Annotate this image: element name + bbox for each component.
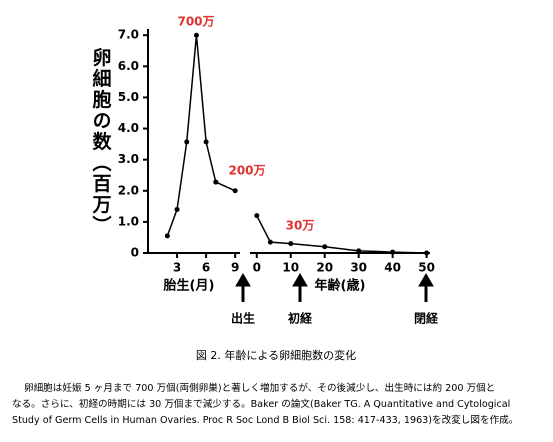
x-tick-label: 9 [231, 261, 239, 275]
y-tick-label: 3.0 [118, 152, 139, 166]
x-tick-label: 50 [418, 261, 435, 275]
event-label: 閉経 [414, 311, 439, 326]
description-line: 卵細胞は妊娠 5 ヶ月まで 700 万個(両側卵巣)と著しく増加するが、その後減… [24, 382, 495, 394]
data-line [256, 215, 427, 254]
x-tick-label: 20 [316, 261, 333, 275]
data-point [164, 233, 170, 239]
x-tick-label: 0 [253, 261, 261, 275]
event-label: 初経 [288, 311, 313, 326]
y-tick-label: 7.0 [118, 28, 139, 42]
x-axis-label: 胎生(月) [164, 278, 215, 294]
y-tick-label: 2.0 [118, 183, 139, 197]
x-axis-label: 年齢(歳) [315, 278, 366, 294]
event-arrows [235, 273, 434, 302]
data-point [184, 139, 190, 145]
annotation: 30万 [286, 219, 315, 233]
annotation: 700万 [177, 15, 214, 29]
description-line: Study of Germ Cells in Human Ovaries. Pr… [12, 414, 518, 426]
x-tick-label: 30 [350, 261, 367, 275]
caption: 図 2. 年齢による卵細胞数の変化 [196, 348, 356, 362]
data-point [193, 32, 199, 38]
x-tick-label: 3 [173, 261, 181, 275]
description-line: なる。さらに、初経の時期には 30 万個まで減少する。Baker の論文(Bak… [12, 398, 510, 410]
x-tick-label: 6 [202, 261, 210, 275]
data-point [174, 206, 180, 212]
data-point [254, 213, 260, 219]
data-point [232, 188, 238, 194]
data-point [213, 179, 219, 185]
data-point [390, 249, 396, 255]
data-point [322, 244, 328, 250]
y-axis-label: 卵細胞の数（百万） [90, 46, 113, 236]
y-tick-label: 1.0 [118, 214, 139, 228]
data-point [424, 250, 430, 256]
data-point [203, 139, 209, 145]
x-tick-label: 40 [384, 261, 401, 275]
y-tick-label: 0 [131, 246, 139, 260]
annotation: 200万 [228, 164, 265, 178]
event-label: 出生 [231, 311, 255, 326]
y-tick-label: 4.0 [118, 121, 139, 135]
data-point [288, 241, 294, 247]
y-tick-label: 5.0 [118, 90, 139, 104]
y-tick-label: 6.0 [118, 59, 139, 73]
x-tick-label: 10 [282, 261, 299, 275]
data-point [267, 239, 273, 245]
data-line [166, 35, 236, 237]
data-point [356, 248, 362, 254]
